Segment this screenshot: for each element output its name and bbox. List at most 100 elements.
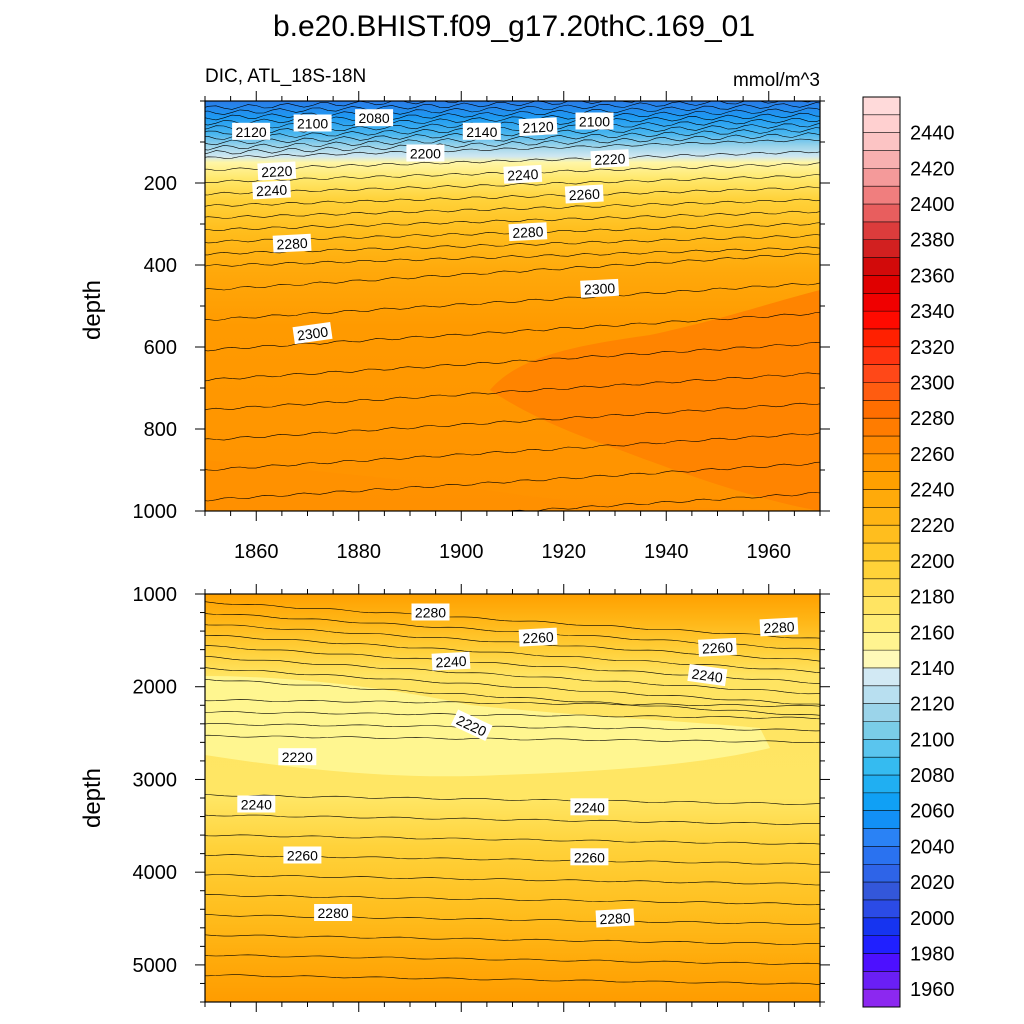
colorbar-tick-label: 2100	[910, 729, 955, 751]
colorbar-swatch	[863, 650, 900, 669]
contour-label-box	[257, 161, 297, 181]
colorbar-swatch	[863, 346, 900, 365]
contour-label-box	[759, 617, 799, 637]
contour-label-box	[272, 233, 312, 253]
contour-label-box	[278, 748, 317, 766]
colorbar-swatch	[863, 257, 900, 276]
colorbar-swatch	[863, 792, 900, 812]
contour-label-box	[237, 795, 276, 813]
contour-line	[205, 893, 820, 906]
y-tick-label: 1000	[133, 584, 178, 606]
x-tick-label: 1860	[234, 541, 279, 563]
colorbar-tick-label: 2180	[910, 587, 955, 609]
colorbar-swatch	[863, 596, 900, 615]
contour-label: 2260	[518, 627, 558, 647]
colorbar-swatch	[863, 667, 900, 687]
y-tick-label: 1000	[133, 501, 178, 523]
contour-label-box	[411, 603, 450, 621]
colorbar-swatch	[863, 543, 900, 562]
colorbar-swatch	[863, 775, 900, 794]
colorbar-swatch	[863, 810, 900, 829]
colorbar-swatch	[863, 935, 900, 954]
x-tick-label: 1900	[439, 541, 484, 563]
contour-label-box	[293, 114, 332, 132]
contour-label-box	[450, 709, 493, 741]
colorbar-swatch	[863, 239, 900, 258]
contour-line	[205, 432, 820, 471]
contour-label-box	[406, 144, 445, 162]
colorbar-swatch	[863, 364, 900, 383]
contour-line	[205, 723, 820, 732]
contour-line	[205, 734, 820, 743]
colorbar-swatch	[863, 989, 900, 1008]
colorbar-swatch	[863, 632, 900, 651]
contour-label-text: 2220	[261, 163, 293, 181]
contour-label-box	[518, 627, 558, 647]
colorbar-swatch	[863, 150, 900, 169]
contour-line	[205, 954, 820, 965]
colorbar-swatch	[863, 614, 900, 633]
x-tick-label: 1940	[644, 541, 689, 563]
contour-label-text: 2280	[763, 619, 795, 637]
colorbar-tick-label: 2140	[910, 658, 955, 680]
colorbar-tick-label: 2420	[910, 158, 955, 180]
contour-label-text: 2200	[410, 146, 441, 162]
contour-label-text: 2280	[415, 605, 446, 621]
contour-line	[205, 150, 820, 171]
y-tick-label: 400	[144, 255, 177, 277]
colorbar-tick-label: 2440	[910, 123, 955, 145]
contour-label-text: 2260	[568, 186, 600, 204]
colorbar-tick-label: 2040	[910, 836, 955, 858]
colorbar-swatch	[863, 525, 900, 544]
contour-line	[205, 711, 820, 720]
contour-label-box	[431, 651, 471, 671]
colorbar-swatch	[863, 917, 900, 936]
colorbar-tick-label: 2260	[910, 444, 955, 466]
chart-subtitle-units: mmol/m^3	[733, 70, 820, 91]
contour-label: 2120	[232, 122, 271, 140]
colorbar-swatch	[863, 221, 900, 241]
contour-line	[205, 655, 820, 695]
colorbar-swatch	[863, 471, 900, 490]
contour-line	[205, 112, 820, 135]
colorbar-swatch	[863, 418, 900, 437]
contour-label: 2260	[564, 184, 604, 204]
colorbar-swatch	[863, 971, 900, 990]
x-tick-label: 1920	[542, 541, 587, 563]
x-tick-label: 1880	[337, 541, 382, 563]
colorbar-swatch	[863, 114, 900, 133]
contour-label: 2280	[508, 222, 548, 242]
contour-label-text: 2220	[594, 150, 626, 168]
contour-line	[205, 198, 820, 219]
colorbar-swatch	[863, 489, 900, 508]
contour-line	[205, 127, 820, 151]
colorbar-swatch	[863, 275, 900, 294]
contour-label-box	[252, 180, 291, 200]
contour-label-text: 2280	[512, 223, 544, 241]
colorbar-swatch	[863, 739, 900, 758]
contour-label-box	[698, 637, 737, 657]
contour-label-text: 2260	[702, 639, 734, 657]
contour-label: 2260	[570, 848, 609, 866]
contour-label: 2280	[314, 904, 353, 921]
upper-y-axis: 200 400 600 800 1000	[133, 100, 830, 523]
colorbar-tick-label: 2360	[910, 265, 955, 287]
contour-label-box	[590, 149, 630, 169]
chart-subtitle-variable: DIC, ATL_18S-18N	[205, 66, 366, 87]
contour-label: 2240	[687, 664, 728, 687]
contour-label: 2220	[590, 149, 630, 169]
upper-max-core	[490, 290, 820, 511]
contour-line	[205, 341, 820, 382]
colorbar-tick-label: 2120	[910, 694, 955, 716]
contour-line	[205, 814, 820, 825]
colorbar-tick-label: 2160	[910, 622, 955, 644]
contour-line	[205, 874, 820, 886]
colorbar-swatch	[863, 828, 900, 847]
contour-label-box	[283, 846, 322, 864]
colorbar-tick-label: 2300	[910, 373, 955, 395]
colorbar-tick-label: 2080	[910, 765, 955, 787]
contour-label-text: 2100	[297, 116, 328, 132]
lower-y-axis: 1000 2000 3000 4000 5000	[133, 584, 830, 1003]
